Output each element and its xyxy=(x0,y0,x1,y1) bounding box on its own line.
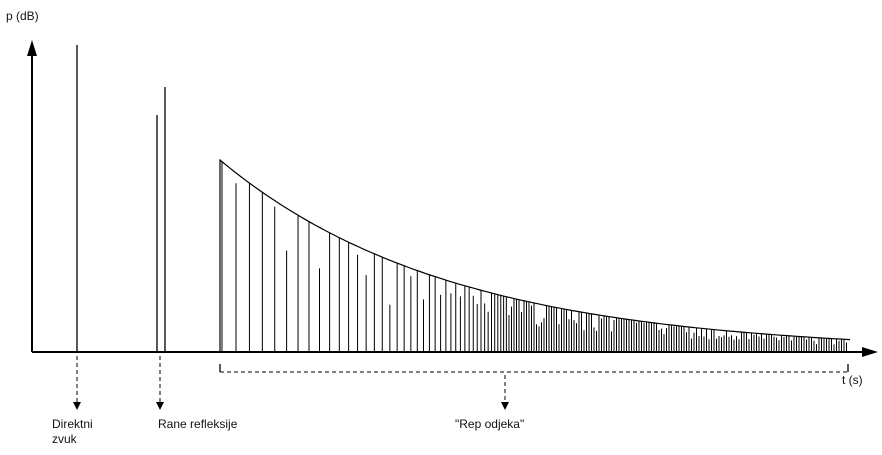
early-pointer-arrow xyxy=(156,402,164,410)
x-axis-arrow xyxy=(862,347,878,357)
direct-label: Direktni xyxy=(52,417,93,431)
early-label: Rane refleksije xyxy=(158,417,238,431)
x-axis-label: t (s) xyxy=(842,373,863,387)
tail-pointer-arrow xyxy=(501,402,509,410)
tail-label: "Rep odjeka" xyxy=(455,417,524,431)
decay-curve xyxy=(219,158,851,352)
y-axis-label: p (dB) xyxy=(6,9,39,23)
direct-pointer-arrow xyxy=(73,402,81,410)
y-axis-arrow xyxy=(27,40,37,56)
direct-label: zvuk xyxy=(52,432,78,446)
reverb-tail xyxy=(221,161,848,352)
